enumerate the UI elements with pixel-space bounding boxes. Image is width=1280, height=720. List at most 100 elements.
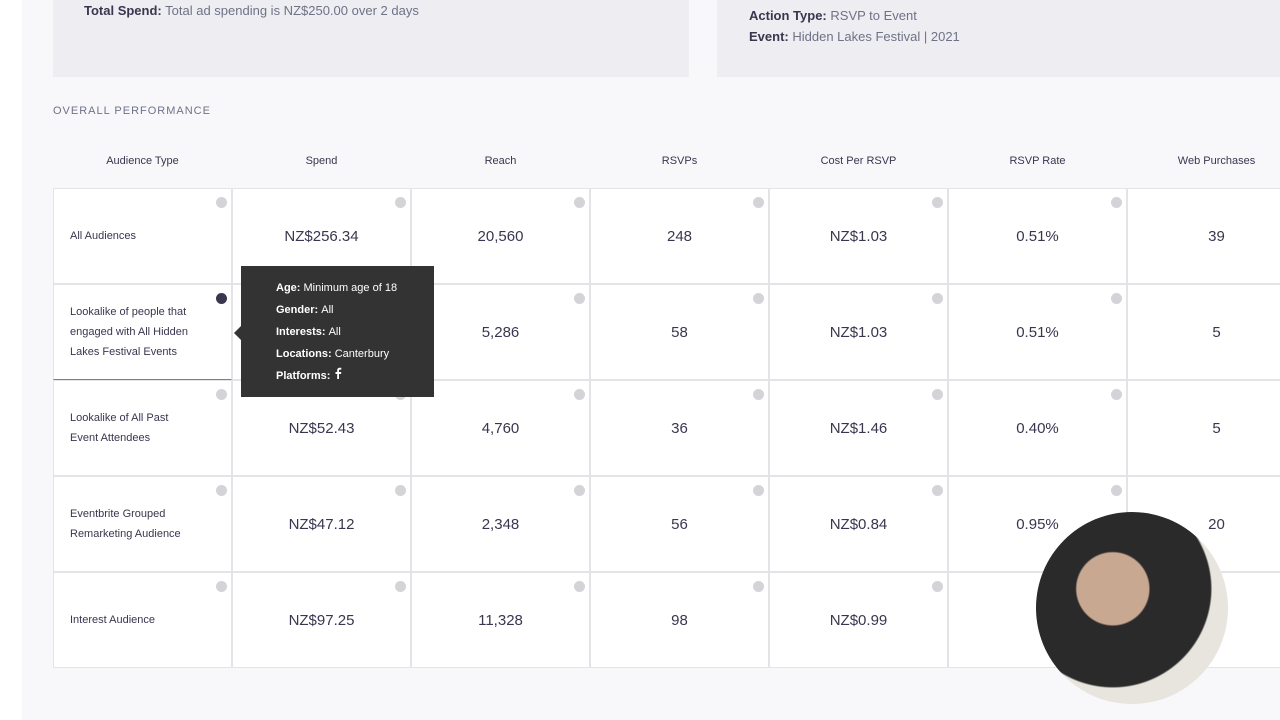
tooltip-label: Platforms: xyxy=(276,370,331,382)
info-icon[interactable] xyxy=(574,197,585,208)
value: RSVP to Event xyxy=(830,8,917,23)
info-icon[interactable] xyxy=(932,389,943,400)
tooltip-row: Age: Minimum age of 18 xyxy=(276,277,434,299)
cell-text: 5,286 xyxy=(481,323,520,341)
table-cell: NZ$1.46 xyxy=(769,380,948,476)
cell-text: 0.51% xyxy=(1016,323,1059,341)
table-cell: 20,560 xyxy=(411,188,590,284)
info-icon[interactable] xyxy=(753,485,764,496)
cell-text: 56 xyxy=(671,515,688,533)
cell-text: Interest Audience xyxy=(70,614,156,626)
tooltip-value: All xyxy=(328,326,341,338)
column-header: Reach xyxy=(484,155,517,167)
cell-text: NZ$1.03 xyxy=(829,323,888,341)
cell-text: 5 xyxy=(1212,419,1221,437)
table-cell: 2,348 xyxy=(411,476,590,572)
info-icon[interactable] xyxy=(1111,389,1122,400)
tooltip: Age: Minimum age of 18 Gender: All Interes… xyxy=(241,266,434,397)
facebook-icon xyxy=(335,367,342,379)
column-header: Spend xyxy=(305,155,338,167)
cell-text: Eventbrite Grouped Remarketing Audience xyxy=(70,508,181,540)
cell-text: 20 xyxy=(1208,515,1225,533)
cell-text: NZ$256.34 xyxy=(284,227,359,245)
table-cell: 5 xyxy=(1127,284,1280,380)
tooltip-label: Interests: xyxy=(276,326,326,338)
table-cell: NZ$97.25 xyxy=(232,572,411,668)
cell-text: Lookalike of people that engaged with Al… xyxy=(70,306,189,358)
info-icon[interactable] xyxy=(216,197,227,208)
column-header: Web Purchases xyxy=(1177,155,1256,167)
info-icon[interactable] xyxy=(216,293,227,304)
cell-text: All Audiences xyxy=(70,230,137,242)
table-cell: 248 xyxy=(590,188,769,284)
section-title: OVERALL PERFORMANCE xyxy=(53,105,211,117)
cell-text: NZ$97.25 xyxy=(288,611,355,629)
info-icon[interactable] xyxy=(574,293,585,304)
table-cell: 4,760 xyxy=(411,380,590,476)
column-header: Audience Type xyxy=(106,155,179,167)
table-cell: 56 xyxy=(590,476,769,572)
info-icon[interactable] xyxy=(395,581,406,592)
tooltip-value: All xyxy=(321,304,334,316)
column-header: RSVPs xyxy=(661,155,698,167)
info-icon[interactable] xyxy=(395,485,406,496)
cell-text: 39 xyxy=(1208,227,1225,245)
cell-text: 4,760 xyxy=(481,419,520,437)
cell-text: 0.40% xyxy=(1016,419,1059,437)
info-icon[interactable] xyxy=(753,389,764,400)
info-icon[interactable] xyxy=(753,197,764,208)
info-icon[interactable] xyxy=(574,581,585,592)
info-icon[interactable] xyxy=(216,581,227,592)
info-icon[interactable] xyxy=(216,389,227,400)
tooltip-row: Platforms: xyxy=(276,365,434,387)
info-icon[interactable] xyxy=(395,197,406,208)
tooltip-row: Locations: Canterbury xyxy=(276,343,434,365)
tooltip-row: Gender: All xyxy=(276,299,434,321)
info-icon[interactable] xyxy=(574,485,585,496)
cell-text: NZ$1.03 xyxy=(829,227,888,245)
webcam-overlay xyxy=(1036,512,1228,704)
summary-card: Total Spend: Total ad spending is NZ$250… xyxy=(53,0,689,77)
info-icon[interactable] xyxy=(753,581,764,592)
info-icon[interactable] xyxy=(932,197,943,208)
cell-text: 20,560 xyxy=(477,227,524,245)
tooltip-row: Interests: All xyxy=(276,321,434,343)
tooltip-arrow xyxy=(234,326,241,340)
info-icon[interactable] xyxy=(1111,293,1122,304)
info-icon[interactable] xyxy=(1111,197,1122,208)
sidebar-edge xyxy=(0,0,22,720)
table-cell: NZ$1.03 xyxy=(769,284,948,380)
table-cell: 36 xyxy=(590,380,769,476)
label: Action Type: xyxy=(749,8,827,23)
cell-text: NZ$47.12 xyxy=(288,515,355,533)
table-cell: Lookalike of people that engaged with Al… xyxy=(53,284,232,380)
info-icon[interactable] xyxy=(574,389,585,400)
cell-text: NZ$0.99 xyxy=(829,611,888,629)
cell-text: 2,348 xyxy=(481,515,520,533)
table-cell: 0.51% xyxy=(948,284,1127,380)
tooltip-value: Minimum age of 18 xyxy=(303,282,398,294)
tooltip-value: Canterbury xyxy=(334,348,390,360)
info-icon[interactable] xyxy=(753,293,764,304)
info-icon[interactable] xyxy=(216,485,227,496)
cell-text: NZ$0.84 xyxy=(829,515,888,533)
cell-text: 58 xyxy=(671,323,688,341)
table-cell: NZ$0.99 xyxy=(769,572,948,668)
table-cell: 39 xyxy=(1127,188,1280,284)
tooltip-label: Locations: xyxy=(276,348,332,360)
info-icon[interactable] xyxy=(932,581,943,592)
value: Hidden Lakes Festival | 2021 xyxy=(792,29,960,44)
column-header: Cost Per RSVP xyxy=(820,155,897,167)
table-cell: 0.51% xyxy=(948,188,1127,284)
table-cell: Interest Audience xyxy=(53,572,232,668)
table-cell: NZ$0.84 xyxy=(769,476,948,572)
info-icon[interactable] xyxy=(1111,485,1122,496)
table-cell: NZ$1.03 xyxy=(769,188,948,284)
info-icon[interactable] xyxy=(932,293,943,304)
table-cell: All Audiences xyxy=(53,188,232,284)
table-cell: NZ$47.12 xyxy=(232,476,411,572)
table-cell: 98 xyxy=(590,572,769,668)
info-icon[interactable] xyxy=(932,485,943,496)
